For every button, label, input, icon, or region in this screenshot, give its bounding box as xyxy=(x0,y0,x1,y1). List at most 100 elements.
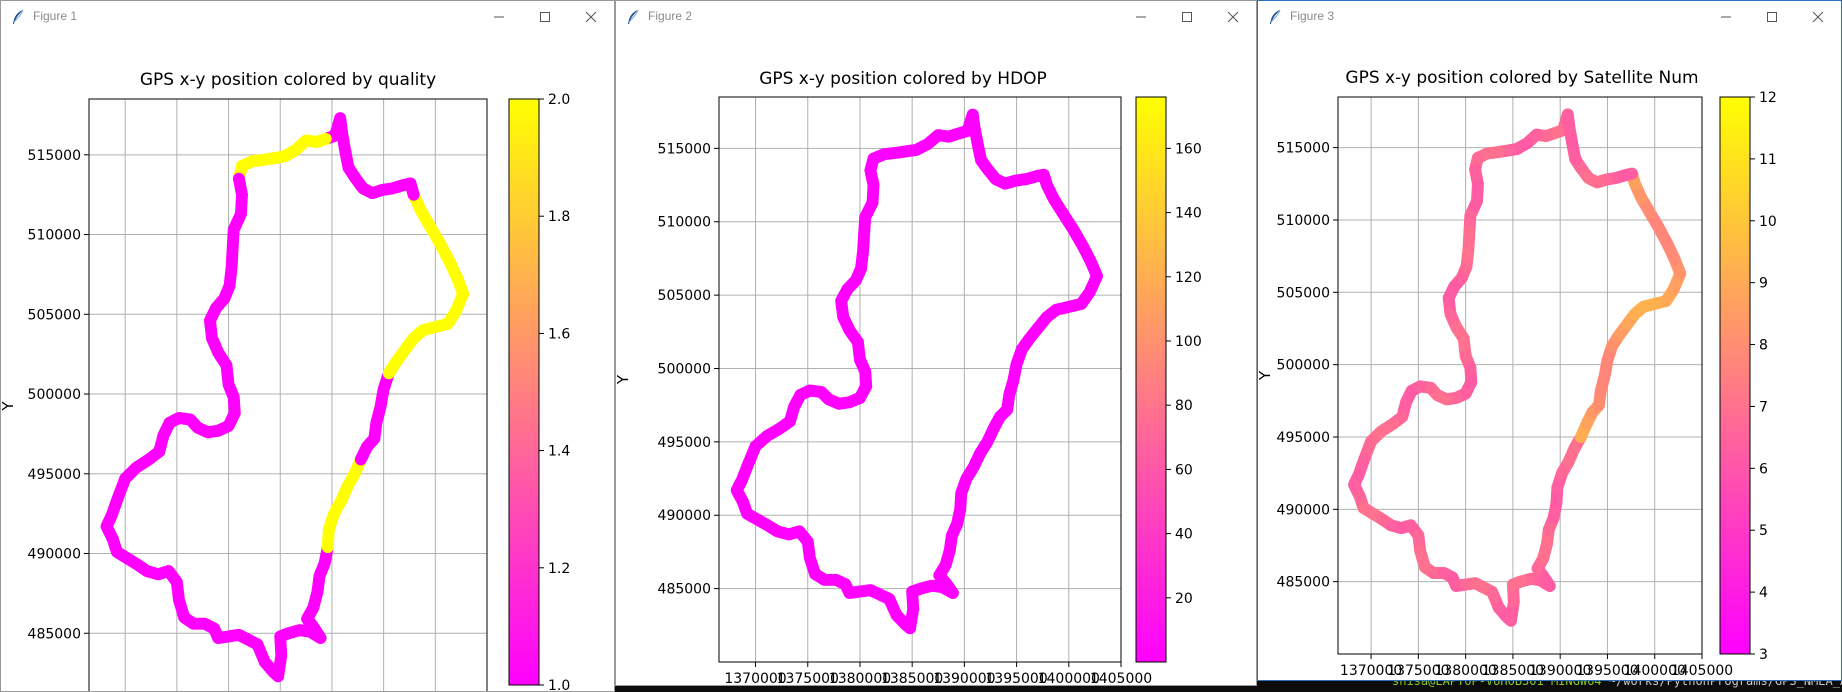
colorbar-tick-label: 60 xyxy=(1175,462,1193,478)
x-tick-label: 1400000 xyxy=(1038,671,1100,686)
colorbar-tick-label: 2.0 xyxy=(548,92,570,108)
x-tick-label: 1390000 xyxy=(933,671,995,686)
plot-area xyxy=(719,97,1121,662)
chart-figure: GPS x-y position colored by quality13700… xyxy=(1,70,570,692)
y-axis-label: Y xyxy=(1,401,17,412)
colorbar-tick-label: 120 xyxy=(1175,270,1202,286)
y-axis-label: Y xyxy=(1258,370,1274,381)
y-tick-label: 495000 xyxy=(1277,430,1330,446)
x-tick-label: 1405000 xyxy=(1090,671,1152,686)
colorbar-tick-label: 9 xyxy=(1759,276,1768,292)
figure-window-3[interactable]: Figure 3 GPS x-y position colored by Sate… xyxy=(1257,0,1842,681)
x-tick-label: 1375000 xyxy=(1387,663,1449,679)
x-tick-label: 1380000 xyxy=(1434,663,1496,679)
x-tick-label: 1385000 xyxy=(881,671,943,686)
maximize-icon[interactable] xyxy=(1164,1,1210,33)
y-tick-label: 485000 xyxy=(1277,575,1330,591)
y-tick-label: 490000 xyxy=(28,547,81,563)
x-tick-label: 1395000 xyxy=(985,671,1047,686)
colorbar-tick-label: 7 xyxy=(1759,399,1768,415)
y-tick-label: 515000 xyxy=(658,141,711,157)
x-tick-label: 1380000 xyxy=(829,671,891,686)
minimize-icon[interactable] xyxy=(1703,1,1749,33)
minimize-icon[interactable] xyxy=(1118,1,1164,33)
y-tick-label: 495000 xyxy=(658,435,711,451)
y-tick-label: 510000 xyxy=(658,215,711,231)
window-title: Figure 2 xyxy=(648,9,693,23)
colorbar-tick-label: 1.0 xyxy=(548,678,570,692)
colorbar xyxy=(508,98,540,686)
x-tick-label: 1375000 xyxy=(777,671,839,686)
colorbar-tick-label: 10 xyxy=(1759,214,1777,230)
y-tick-label: 505000 xyxy=(28,307,81,323)
y-tick-label: 510000 xyxy=(28,228,81,244)
axes-frame xyxy=(1337,96,1703,655)
title-bar[interactable]: Figure 2 xyxy=(616,1,1256,33)
maximize-icon[interactable] xyxy=(1749,1,1795,33)
figure-window-2[interactable]: Figure 2 GPS x-y position colored by HDOP… xyxy=(615,0,1257,686)
chart-figure: GPS x-y position colored by Satellite Nu… xyxy=(1258,68,1777,679)
colorbar-tick-label: 20 xyxy=(1175,591,1193,607)
y-tick-label: 510000 xyxy=(1277,213,1330,229)
y-tick-label: 485000 xyxy=(28,626,81,642)
window-title: Figure 1 xyxy=(33,9,78,23)
chart-title: GPS x-y position colored by HDOP xyxy=(759,69,1047,89)
feather-app-icon xyxy=(626,9,640,25)
y-axis-label: Y xyxy=(616,374,632,385)
colorbar-tick-label: 160 xyxy=(1175,141,1202,157)
y-tick-label: 485000 xyxy=(658,582,711,598)
x-tick-label: 1370000 xyxy=(1340,663,1402,679)
colorbar-tick-label: 3 xyxy=(1759,647,1768,663)
colorbar-tick-label: 1.8 xyxy=(548,209,570,225)
close-icon[interactable] xyxy=(1795,1,1841,33)
feather-app-icon xyxy=(1268,9,1282,25)
x-tick-label: 1395000 xyxy=(1576,663,1638,679)
chart-title: GPS x-y position colored by quality xyxy=(140,70,436,90)
colorbar-tick-label: 11 xyxy=(1759,152,1777,168)
y-tick-label: 495000 xyxy=(28,467,81,483)
chart-figure: GPS x-y position colored by HDOP13700001… xyxy=(616,69,1202,686)
colorbar-tick-label: 1.4 xyxy=(548,444,570,460)
axes-frame xyxy=(718,96,1122,663)
window-title: Figure 3 xyxy=(1290,9,1335,23)
y-tick-label: 500000 xyxy=(658,361,711,377)
colorbar-tick-label: 12 xyxy=(1759,90,1777,106)
x-tick-label: 1370000 xyxy=(724,671,786,686)
track-point xyxy=(334,114,347,127)
y-tick-label: 505000 xyxy=(1277,285,1330,301)
figure-window-1[interactable]: Figure 1 GPS x-y position colored by qual… xyxy=(0,0,615,692)
colorbar-tick-label: 8 xyxy=(1759,338,1768,354)
y-tick-label: 490000 xyxy=(1277,502,1330,518)
y-tick-label: 505000 xyxy=(658,288,711,304)
y-tick-label: 515000 xyxy=(1277,141,1330,157)
close-icon[interactable] xyxy=(1210,1,1256,33)
plot-area xyxy=(1338,97,1702,654)
maximize-icon[interactable] xyxy=(522,1,568,33)
colorbar-tick-label: 4 xyxy=(1759,585,1768,601)
y-tick-label: 490000 xyxy=(658,508,711,524)
axes-frame xyxy=(88,98,488,691)
plot-area xyxy=(89,99,487,691)
colorbar-tick-label: 100 xyxy=(1175,334,1202,350)
close-icon[interactable] xyxy=(568,1,614,33)
colorbar xyxy=(1719,96,1751,655)
minimize-icon[interactable] xyxy=(476,1,522,33)
x-tick-label: 1405000 xyxy=(1671,663,1733,679)
x-tick-label: 1400000 xyxy=(1624,663,1686,679)
colorbar-tick-label: 80 xyxy=(1175,398,1193,414)
y-tick-label: 500000 xyxy=(28,387,81,403)
feather-app-icon xyxy=(11,9,25,25)
x-tick-label: 1390000 xyxy=(1529,663,1591,679)
colorbar-tick-label: 40 xyxy=(1175,527,1193,543)
track-point xyxy=(967,111,980,124)
colorbar-tick-label: 140 xyxy=(1175,206,1202,222)
title-bar[interactable]: Figure 1 xyxy=(1,1,614,33)
colorbar-tick-label: 5 xyxy=(1759,523,1768,539)
colorbar xyxy=(1135,96,1167,663)
title-bar[interactable]: Figure 3 xyxy=(1258,1,1841,33)
y-tick-label: 515000 xyxy=(28,148,81,164)
x-tick-label: 1385000 xyxy=(1482,663,1544,679)
y-tick-label: 500000 xyxy=(1277,358,1330,374)
colorbar-tick-label: 1.6 xyxy=(548,326,570,342)
colorbar-tick-label: 1.2 xyxy=(548,561,570,577)
